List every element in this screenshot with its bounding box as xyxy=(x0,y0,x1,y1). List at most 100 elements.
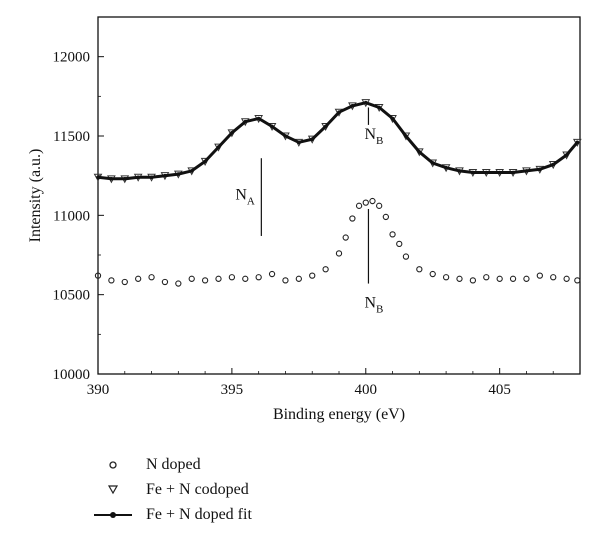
fit-line-point xyxy=(417,150,422,154)
plot-frame xyxy=(97,16,581,375)
n-doped-point xyxy=(355,202,363,209)
n-doped-point xyxy=(94,272,102,279)
annotation-subscript: A xyxy=(247,195,255,207)
n-doped-point xyxy=(215,275,222,282)
fit-line-point xyxy=(149,175,154,180)
n-doped-point xyxy=(309,272,316,279)
legend-label: Fe + N codoped xyxy=(146,480,249,498)
x-tick-label: 400 xyxy=(355,382,378,398)
n-doped-point xyxy=(201,277,209,284)
n-doped-point xyxy=(456,275,463,282)
annotation-subscript: B xyxy=(376,303,383,315)
n-doped-point xyxy=(228,274,236,281)
triangle-down-marker-icon xyxy=(92,480,134,500)
fit-line-point xyxy=(243,119,248,124)
legend-item-n-doped: N doped xyxy=(92,452,252,477)
n-doped-point xyxy=(255,274,262,281)
legend-label: N doped xyxy=(146,455,201,473)
y-tick-label: 10500 xyxy=(53,288,91,304)
n-doped-point xyxy=(335,250,343,257)
fit-line-point xyxy=(511,170,515,175)
n-doped-point xyxy=(402,253,410,260)
fit-line-point xyxy=(444,165,448,170)
fit-line-point xyxy=(297,140,301,145)
n-doped-point xyxy=(396,240,403,248)
n-doped-point xyxy=(469,277,477,284)
legend-item-fe-n-codoped: Fe + N codoped xyxy=(92,477,252,502)
n-doped-point xyxy=(135,275,142,282)
n-doped-point xyxy=(322,266,329,273)
n-doped-point xyxy=(362,199,369,206)
annotation-label: NB xyxy=(364,126,383,147)
x-tick-label: 405 xyxy=(488,382,511,398)
n-doped-point xyxy=(429,270,436,278)
n-doped-point xyxy=(282,277,289,284)
n-doped-point xyxy=(369,197,376,205)
y-axis-title: Intensity (a.u.) xyxy=(27,149,44,243)
fit-line-point xyxy=(538,167,542,172)
n-doped-point xyxy=(148,274,155,281)
fit-line-point xyxy=(390,116,395,121)
legend: N doped Fe + N codoped Fe + N doped fit xyxy=(92,452,252,527)
line-marker-icon xyxy=(92,505,134,525)
legend-label: Fe + N doped fit xyxy=(146,505,252,523)
fit-line-point xyxy=(551,162,556,167)
fit-line-point xyxy=(122,177,127,181)
fit-line xyxy=(97,101,579,181)
annotation-subscript: B xyxy=(376,135,383,147)
n-doped-point xyxy=(268,270,276,278)
n-doped-point xyxy=(536,272,543,279)
fit-line-point xyxy=(377,105,381,110)
n-doped-point xyxy=(188,275,195,282)
n-doped-point xyxy=(509,275,517,282)
fit-line-point xyxy=(363,100,368,105)
fit-line-point xyxy=(457,169,462,173)
n-doped-point xyxy=(574,277,581,284)
n-doped-point xyxy=(342,234,349,241)
fit-line-point xyxy=(96,175,100,180)
fit-line-point xyxy=(575,140,580,145)
fit-line-point xyxy=(471,170,475,175)
fit-line-point xyxy=(163,173,167,178)
n-doped-point xyxy=(496,275,503,282)
n-doped-point xyxy=(349,215,356,222)
fit-line-point xyxy=(337,110,341,114)
n-doped-point xyxy=(295,275,302,282)
fit-line-point xyxy=(323,124,328,129)
legend-item-fit: Fe + N doped fit xyxy=(92,502,252,527)
plot-svg: 390 395 400 405 10000 10500 11000 11500 12000 Bin… xyxy=(27,16,582,423)
n-doped-point xyxy=(161,278,169,286)
fit-line-point xyxy=(176,172,181,176)
fit-line-point xyxy=(189,169,194,173)
n-doped-point xyxy=(442,274,450,281)
fit-line-point xyxy=(136,175,140,180)
n-doped-point xyxy=(121,278,128,286)
x-tick-label: 390 xyxy=(87,382,110,398)
n-doped-point xyxy=(389,231,396,238)
annotation-label: NB xyxy=(364,294,383,315)
y-tick-label: 12000 xyxy=(53,50,91,66)
fit-line-point xyxy=(216,145,221,149)
circle-marker-icon xyxy=(92,455,134,475)
n-doped-point xyxy=(175,280,182,287)
n-doped-point xyxy=(483,274,490,281)
fit-line-point xyxy=(283,134,288,138)
n-doped-point xyxy=(563,275,570,282)
fit-line-point xyxy=(484,170,489,175)
annotation-label: NA xyxy=(235,186,255,207)
n-doped-point xyxy=(382,213,390,221)
fit-line-point xyxy=(497,170,502,175)
fit-line-point xyxy=(203,159,207,164)
x-tick-label: 395 xyxy=(221,382,244,398)
n-doped-point xyxy=(550,274,557,281)
fit-line-point xyxy=(430,161,435,165)
fit-line-point xyxy=(270,124,274,129)
fit-line-point xyxy=(350,104,355,108)
n-doped-point xyxy=(376,202,383,209)
n-doped-point xyxy=(416,266,423,273)
y-tick-label: 11500 xyxy=(53,129,90,145)
fit-line-point xyxy=(310,137,315,141)
fit-line-point xyxy=(404,134,408,138)
n-doped-point xyxy=(108,277,115,284)
